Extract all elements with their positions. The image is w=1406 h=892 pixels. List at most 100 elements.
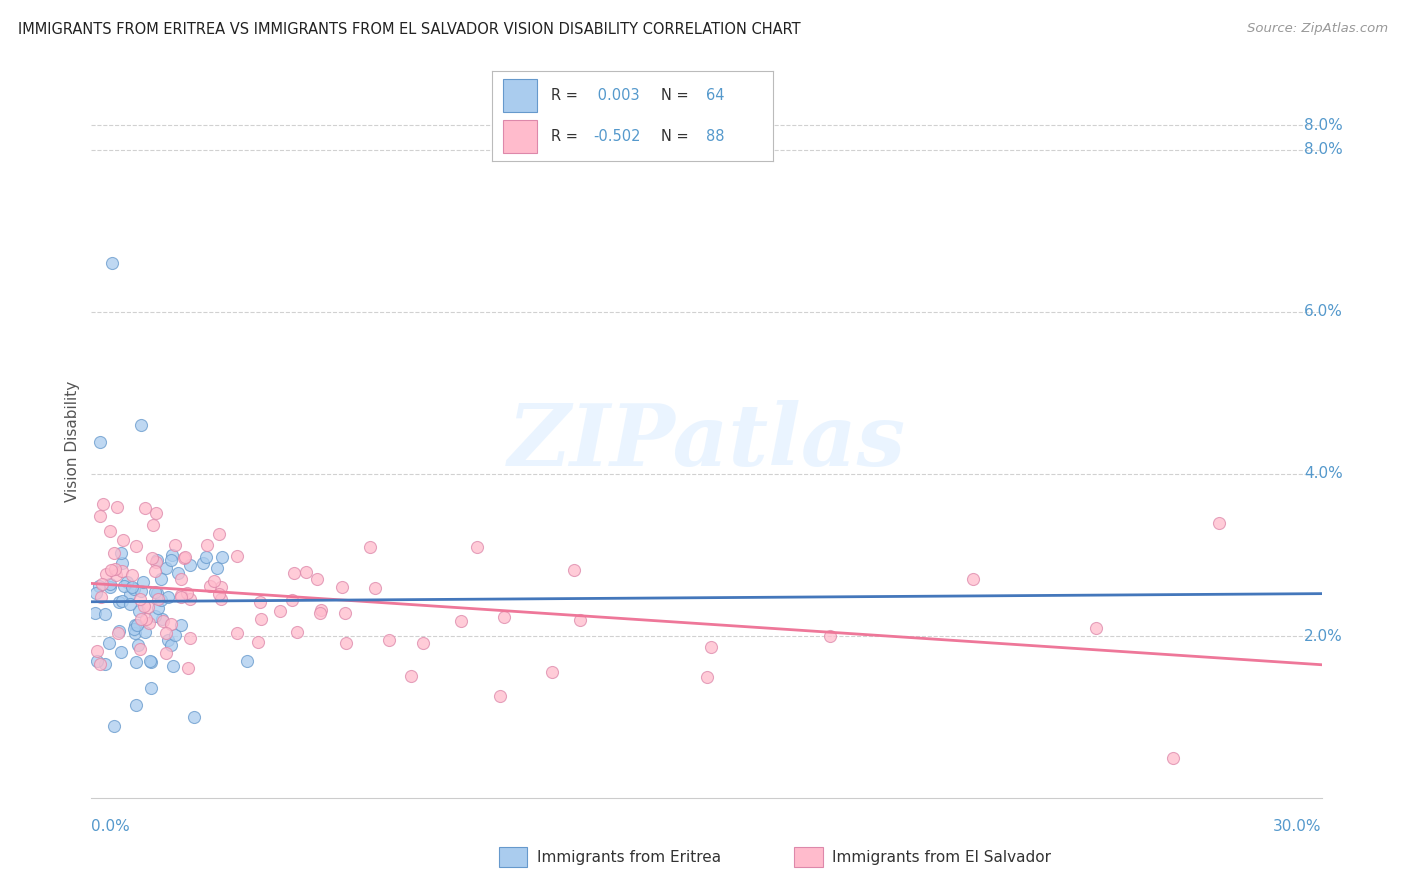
Point [145, 552, 167, 566]
Point [100, 563, 122, 577]
Point [699, 640, 721, 655]
Point [125, 539, 148, 553]
Point [165, 539, 187, 553]
Point [226, 626, 249, 640]
Point [211, 549, 233, 564]
Point [112, 579, 135, 593]
Point [152, 612, 174, 626]
Point [129, 591, 152, 606]
Point [492, 609, 515, 624]
Point [250, 612, 273, 626]
Point [170, 590, 193, 604]
Point [146, 586, 169, 600]
Point [111, 593, 134, 607]
Point [108, 595, 131, 609]
Point [283, 566, 305, 580]
Text: 6.0%: 6.0% [1303, 304, 1343, 319]
Point [450, 614, 472, 628]
Text: ZIPatlas: ZIPatlas [508, 400, 905, 483]
Point [1085, 621, 1108, 635]
Point [132, 599, 155, 614]
Text: R =: R = [551, 88, 582, 103]
Point [98, 636, 121, 650]
Point [179, 558, 201, 572]
Point [194, 550, 217, 565]
Point [124, 618, 146, 632]
Point [333, 606, 356, 620]
Point [330, 580, 353, 594]
Point [170, 588, 193, 602]
Text: N =: N = [661, 129, 693, 144]
Point [138, 616, 160, 631]
Text: 4.0%: 4.0% [1303, 467, 1343, 482]
Text: IMMIGRANTS FROM ERITREA VS IMMIGRANTS FROM EL SALVADOR VISION DISABILITY CORRELA: IMMIGRANTS FROM ERITREA VS IMMIGRANTS FR… [18, 22, 801, 37]
Point [150, 593, 173, 607]
Point [104, 562, 127, 576]
Point [103, 546, 125, 560]
Point [89, 657, 111, 671]
Point [162, 549, 184, 563]
Point [287, 624, 309, 639]
Point [89, 508, 111, 523]
Point [176, 586, 198, 600]
Point [128, 603, 150, 617]
Point [145, 555, 167, 569]
Point [962, 573, 984, 587]
Point [86, 586, 108, 600]
Point [107, 625, 129, 640]
Point [118, 587, 141, 601]
Point [89, 434, 111, 449]
Point [115, 574, 138, 589]
Point [160, 616, 183, 631]
Point [143, 609, 166, 624]
Point [205, 560, 228, 574]
Point [131, 575, 153, 590]
Bar [503, 79, 537, 112]
Point [249, 594, 271, 608]
Point [695, 670, 717, 684]
Point [1208, 516, 1230, 530]
Point [111, 564, 134, 578]
Text: Immigrants from Eritrea: Immigrants from Eritrea [537, 850, 721, 864]
Point [91, 577, 114, 591]
Point [465, 540, 488, 554]
Point [143, 585, 166, 599]
Point [86, 655, 108, 669]
Point [100, 576, 122, 591]
Point [195, 538, 218, 552]
Text: 0.0%: 0.0% [91, 820, 131, 834]
Point [226, 549, 249, 564]
Point [128, 641, 150, 656]
Point [167, 566, 190, 580]
Point [174, 550, 197, 565]
Point [100, 580, 122, 594]
Point [1161, 751, 1184, 765]
Point [162, 659, 184, 673]
Point [125, 698, 148, 712]
Text: R =: R = [551, 129, 582, 144]
Point [125, 655, 148, 669]
Point [146, 591, 169, 606]
Text: Immigrants from El Salvador: Immigrants from El Salvador [832, 850, 1052, 864]
Text: 8.0%: 8.0% [1303, 142, 1343, 157]
Point [269, 604, 291, 618]
Point [209, 591, 232, 606]
Point [247, 635, 270, 649]
Text: 8.0%: 8.0% [1303, 118, 1343, 133]
Point [155, 646, 177, 660]
Point [183, 710, 205, 724]
Point [160, 638, 183, 652]
Point [105, 567, 128, 582]
Y-axis label: Vision Disability: Vision Disability [65, 381, 80, 502]
Point [86, 644, 108, 658]
Point [103, 719, 125, 733]
Point [364, 581, 387, 595]
Point [121, 568, 143, 582]
Point [110, 546, 132, 560]
Point [294, 565, 316, 579]
Point [122, 622, 145, 636]
Point [179, 591, 201, 606]
Point [173, 550, 195, 565]
Point [193, 556, 215, 570]
Point [145, 506, 167, 520]
